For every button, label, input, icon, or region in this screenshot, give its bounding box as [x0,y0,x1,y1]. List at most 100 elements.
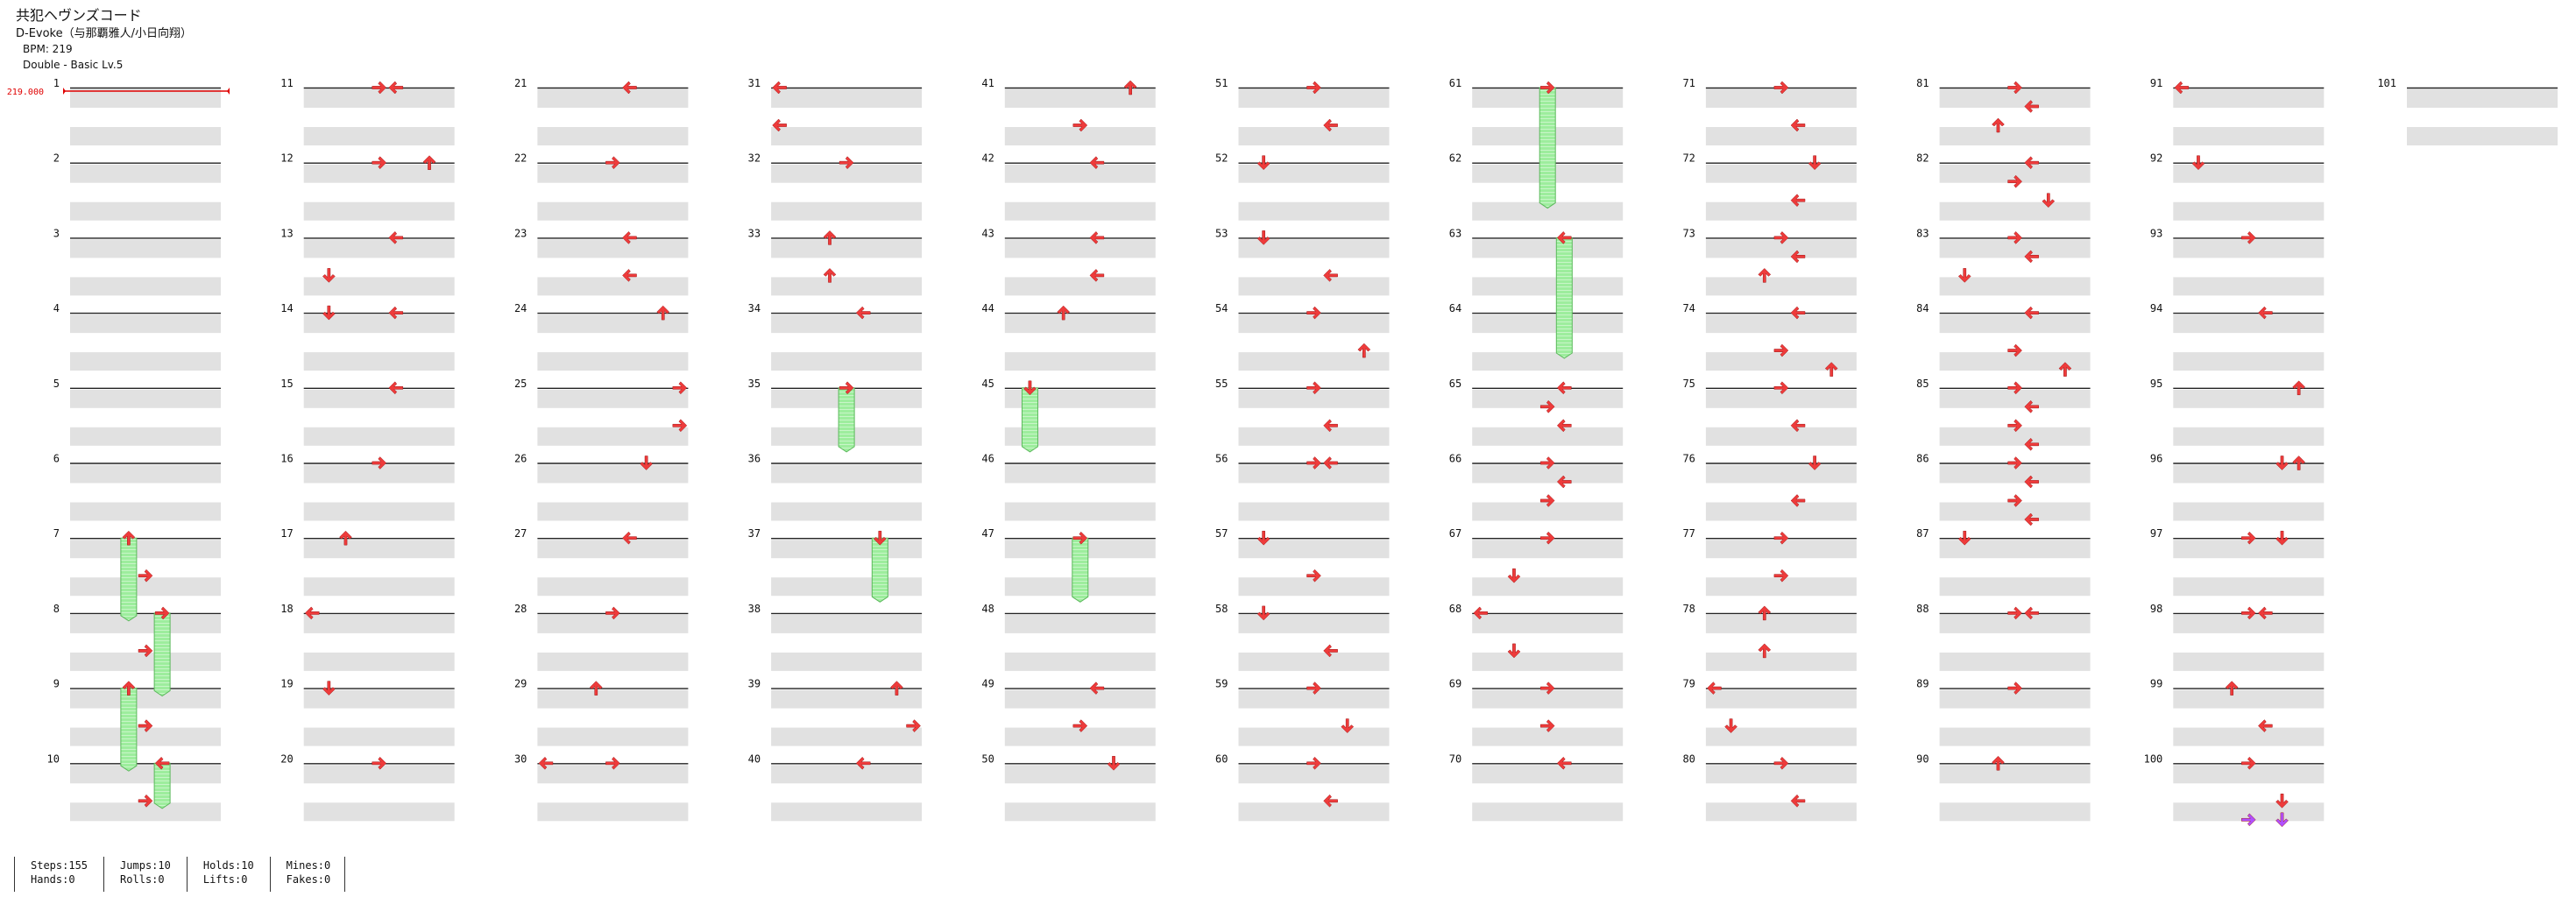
measure-band [2173,577,2325,597]
stat-mines: Mines:0 [286,859,331,872]
arrow-right-icon [672,381,688,395]
measure-band [1472,427,1624,446]
arrow-left-icon [538,757,554,770]
arrow-left-icon [388,231,404,244]
measure-number: 86 [1916,453,1928,465]
measure-number: 65 [1449,378,1461,390]
mine-icon [2241,813,2256,827]
arrow-down-icon [2275,794,2289,809]
stat-label: Fakes [286,873,318,886]
measure-band [1472,689,1624,709]
measure-band [537,765,689,784]
arrow-left-icon [1790,306,1806,320]
measure-band [1004,164,1156,183]
arrow-left-icon [1089,269,1105,282]
measure-band [1238,127,1390,145]
arrow-down-icon [322,268,336,283]
measure-number: 41 [981,77,994,89]
measure-band [1472,277,1624,296]
measure-band [1004,802,1156,822]
measure-band [303,201,455,221]
measure-band [1939,540,2091,559]
arrow-right-icon [839,156,854,169]
arrow-left-icon [2024,306,2039,320]
arrow-right-icon [1773,231,1789,244]
measure-band [537,689,689,709]
measure-number: 48 [981,603,994,615]
measure-band [1004,127,1156,145]
bpm-marker-start-icon [63,88,66,95]
arrow-down-icon [1256,155,1270,170]
measure-number: 69 [1449,678,1461,690]
arrow-left-icon [622,231,637,244]
measure-band [1939,427,2091,446]
measure-number: 9 [53,678,60,690]
arrow-right-icon [1539,81,1555,95]
measure-band [70,614,221,633]
arrow-left-icon [1557,757,1572,770]
measure-band [1939,464,2091,484]
arrow-down-icon [1023,380,1037,396]
hold-note-icon [1021,387,1038,453]
arrow-right-icon [1306,682,1321,695]
arrow-up-icon [2292,456,2305,470]
measure-band [1939,239,2091,258]
measure-band [1004,352,1156,371]
measure-band [537,540,689,559]
measure-number: 92 [2150,152,2162,165]
measure-band [70,802,221,822]
measure-band [1238,164,1390,183]
stat-value: 155 [68,859,88,872]
measure-number: 8 [53,603,60,615]
measure-number: 55 [1215,378,1228,390]
measure-number: 49 [981,678,994,690]
arrow-right-icon [372,156,386,169]
measure-number: 5 [53,378,60,390]
measure-number: 7 [53,527,60,540]
measure-number: 61 [1449,77,1461,89]
measure-band [1238,502,1390,521]
measure-number: 99 [2150,678,2162,690]
arrow-left-icon [855,757,871,770]
measure-number: 56 [1215,453,1228,465]
measure-band [2173,765,2325,784]
measure-band [303,314,455,334]
measure-band [1238,89,1390,108]
arrow-left-icon [2258,606,2273,620]
measure-band [1004,765,1156,784]
bpm-label: BPM: 219 [23,43,73,55]
arrow-right-icon [906,719,921,732]
measure-number: 38 [748,603,761,615]
measure-number: 72 [1682,152,1695,165]
measure-band [1705,164,1857,183]
measure-band [1705,314,1857,334]
measure-number: 44 [981,302,994,314]
arrow-left-icon [1790,250,1806,264]
arrow-left-icon [305,606,320,620]
measure-band [303,727,455,746]
measure-band [537,127,689,145]
measure-number: 91 [2150,77,2162,89]
measure-band [2173,314,2325,334]
arrow-right-icon [2007,419,2022,433]
arrow-up-icon [590,681,603,696]
measure-number: 97 [2150,527,2162,540]
arrow-left-icon [622,531,637,545]
measure-number: 67 [1449,527,1461,540]
measure-band [1705,502,1857,521]
arrow-up-icon [1992,117,2005,133]
arrow-right-icon [1539,531,1555,545]
measure-band [70,239,221,258]
measure-band [70,427,221,446]
arrow-left-icon [772,118,787,132]
stat-label: Hands [31,873,63,886]
measure-band [1705,389,1857,408]
measure-number: 57 [1215,527,1228,540]
stat-value: 0 [68,873,75,886]
stat-value: 0 [158,873,165,886]
measure-band [1705,352,1857,371]
arrow-right-icon [372,456,386,470]
stats-column: Mines:0 Fakes:0 [269,857,346,892]
arrow-right-icon [2241,231,2256,244]
measure-band [537,727,689,746]
